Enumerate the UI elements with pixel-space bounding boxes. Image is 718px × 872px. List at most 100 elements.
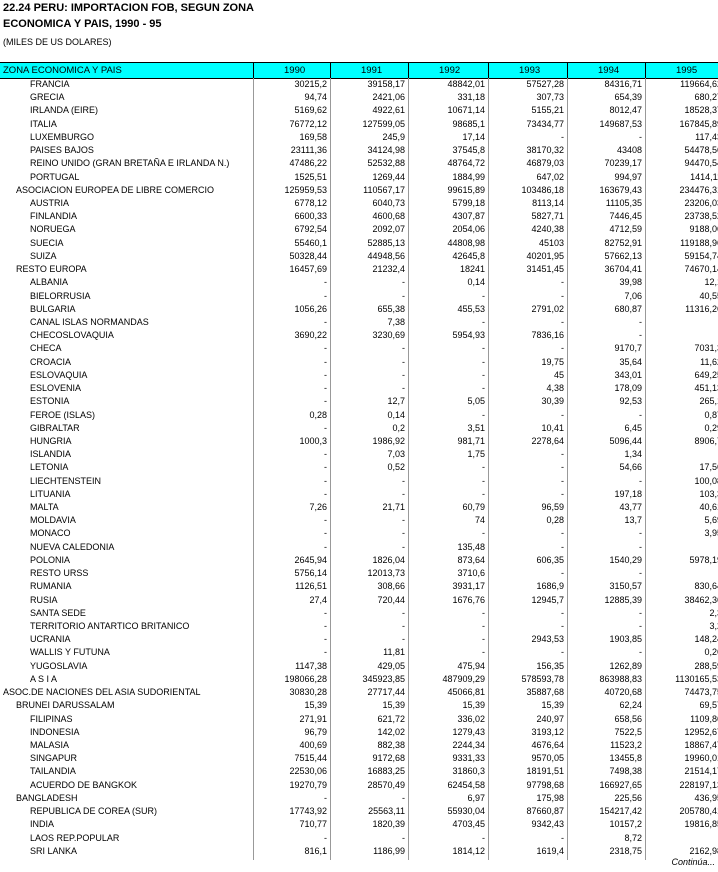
value-cell: 125959,53 — [284, 184, 327, 195]
row-label: IRLANDA (EIRE) — [30, 105, 99, 116]
value-cell: 175,98 — [536, 792, 564, 803]
value-cell: 11316,26 — [685, 303, 718, 314]
value-cell: - — [324, 396, 327, 407]
value-cell: 830,64 — [694, 581, 718, 592]
value-cell: 50328,44 — [289, 250, 327, 261]
row-label: LUXEMBURGO — [30, 131, 95, 142]
value-cell: 48764,72 — [447, 158, 485, 169]
value-cell: - — [402, 792, 405, 803]
value-cell: 47486,22 — [289, 158, 327, 169]
value-cell: - — [402, 290, 405, 301]
value-cell: 142,02 — [377, 726, 405, 737]
value-cell: 1540,29 — [609, 554, 642, 565]
value-cell: - — [482, 621, 485, 632]
row-label: ASOC.DE NACIONES DEL ASIA SUDORIENTAL — [3, 687, 201, 698]
value-cell: - — [639, 621, 642, 632]
value-cell: 57527,28 — [526, 79, 564, 89]
value-cell: - — [561, 343, 564, 354]
value-cell: 0,2 — [392, 422, 405, 433]
value-cell: 680,27 — [694, 92, 718, 103]
value-cell: - — [402, 607, 405, 618]
value-cell: 234476,31 — [679, 184, 718, 195]
value-cell: 11,62 — [700, 356, 718, 367]
value-cell: 12,1 — [704, 277, 718, 288]
value-cell: 8,72 — [624, 832, 642, 843]
value-cell: - — [561, 568, 564, 579]
value-cell: 11523,2 — [610, 740, 642, 750]
value-cell: 55460,1 — [294, 237, 327, 248]
value-cell: - — [561, 449, 564, 460]
title: ECONOMICA Y PAIS, 1990 - 95 — [3, 18, 162, 30]
value-cell: 2278,64 — [531, 435, 564, 446]
value-cell: 74670,14 — [684, 264, 718, 275]
value-cell: 19270,79 — [289, 779, 327, 790]
value-cell: 198066,28 — [284, 673, 327, 684]
value-cell: 429,05 — [377, 660, 405, 671]
value-cell: 578593,78 — [521, 673, 564, 684]
value-cell: 3230,69 — [372, 330, 405, 341]
value-cell: 0,26 — [704, 647, 718, 658]
row-label: LETONIA — [30, 462, 69, 473]
row-label: LAOS REP.POPULAR — [30, 832, 120, 843]
value-cell: 54478,56 — [684, 145, 718, 156]
value-cell: - — [324, 541, 327, 552]
value-cell: 97798,68 — [526, 779, 564, 790]
column-header: 1995 — [645, 63, 718, 78]
value-cell: - — [639, 607, 642, 618]
row-label: LITUANIA — [30, 488, 71, 499]
footer-note: Continúa... — [671, 857, 715, 867]
value-cell: 62454,58 — [447, 779, 485, 790]
value-cell: 680,87 — [614, 303, 642, 314]
value-cell: 127599,05 — [362, 118, 405, 129]
value-cell: 28570,49 — [367, 779, 405, 790]
value-cell: 1619,4 — [536, 845, 564, 856]
value-cell: 2092,07 — [372, 224, 405, 235]
value-cell: 23738,52 — [684, 211, 718, 222]
value-cell: 9188,06 — [689, 224, 718, 235]
value-cell: 13455,8 — [609, 753, 642, 764]
value-cell: 7,26 — [309, 502, 327, 513]
value-cell: 1686,9 — [536, 581, 564, 592]
row-label: BULGARIA — [30, 303, 76, 314]
value-cell: 2162,98 — [689, 845, 718, 856]
value-cell: 10,41 — [541, 422, 564, 433]
value-cell: 6,45 — [624, 422, 642, 433]
value-cell: - — [642, 316, 718, 329]
value-cell: - — [561, 488, 564, 499]
value-cell: - — [402, 343, 405, 354]
row-label: MOLDAVIA — [30, 515, 76, 526]
value-cell: - — [639, 131, 642, 142]
value-cell: 1525,51 — [294, 171, 327, 182]
row-label: SUECIA — [30, 237, 64, 248]
value-cell: 74473,75 — [684, 687, 718, 698]
value-cell: 1056,26 — [294, 303, 327, 314]
value-cell: 43408 — [616, 145, 642, 156]
value-cell: 7,38 — [387, 316, 405, 327]
value-cell: 1147,38 — [295, 660, 327, 671]
value-cell: 119664,62 — [680, 79, 718, 89]
value-cell: - — [324, 343, 327, 354]
value-cell: 649,25 — [694, 369, 718, 380]
value-cell: - — [482, 343, 485, 354]
row-label: ASOCIACION EUROPEA DE LIBRE COMERCIO — [16, 184, 215, 195]
value-cell: 2054,06 — [452, 224, 485, 235]
value-cell: 10157,2 — [609, 819, 642, 830]
value-cell: 21,71 — [382, 502, 405, 513]
value-cell: - — [561, 290, 564, 301]
value-cell: 18241 — [459, 264, 485, 275]
value-cell: - — [639, 330, 642, 341]
value-cell: 240,97 — [536, 713, 564, 724]
value-cell: 4,38 — [546, 383, 564, 394]
value-cell: 655,38 — [377, 303, 405, 314]
title: 22.24 PERU: IMPORTACION FOB, SEGUN ZONA — [3, 2, 254, 14]
row-label: FILIPINAS — [30, 713, 73, 724]
value-cell: 18867,47 — [684, 740, 718, 750]
value-cell: 166927,65 — [599, 779, 642, 790]
value-cell: 25563,11 — [368, 806, 405, 817]
value-cell: 35887,68 — [526, 687, 564, 698]
table-header: ZONA ECONOMICA Y PAIS 1990 1991 1992 1993 199… — [0, 62, 718, 79]
row-label: TERRITORIO ANTARTICO BRITANICO — [30, 621, 190, 632]
value-cell: - — [561, 409, 564, 420]
row-label: MALTA — [30, 502, 59, 513]
value-cell: 18528,37 — [684, 105, 718, 116]
